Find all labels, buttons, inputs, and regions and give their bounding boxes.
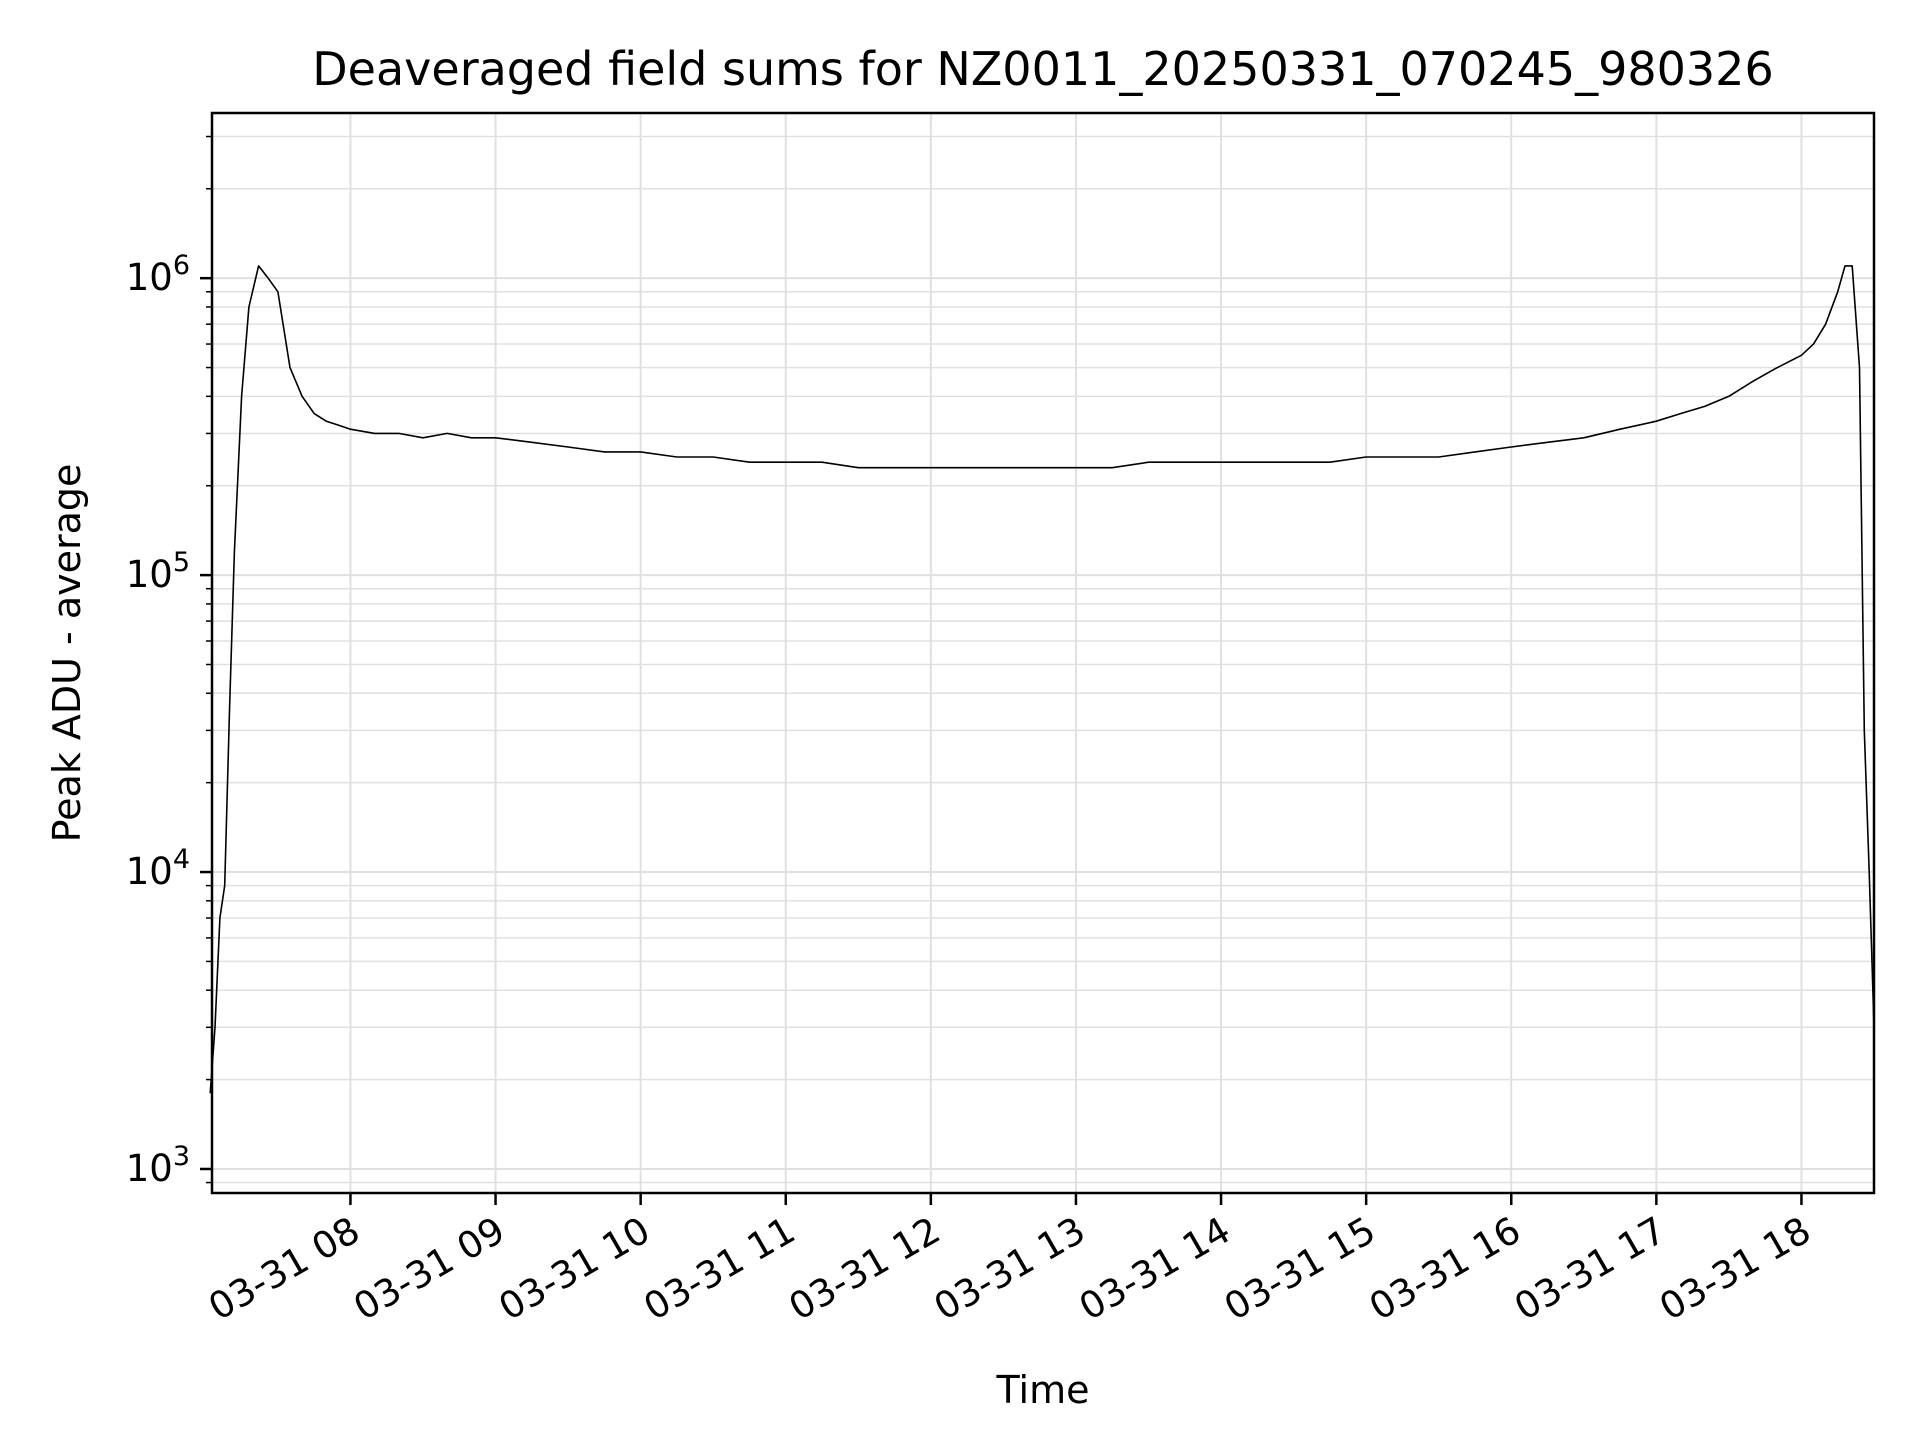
y-tick-label: 103 [126, 1141, 190, 1190]
y-tick-label: 104 [126, 844, 190, 893]
y-tick-exponent: 6 [173, 250, 190, 281]
x-axis-label: Time [996, 1368, 1090, 1412]
y-tick-base: 10 [126, 850, 173, 893]
grid [212, 113, 1874, 1193]
y-tick-base: 10 [126, 256, 173, 299]
chart-title: Deaveraged field sums for NZ0011_2025033… [312, 42, 1773, 96]
y-axis-label: Peak ADU - average [45, 464, 89, 843]
y-tick-exponent: 5 [173, 547, 190, 578]
plot-frame [210, 111, 1876, 1195]
series-line [209, 265, 1875, 1094]
y-tick-label: 106 [126, 250, 190, 299]
y-tick-base: 10 [126, 1147, 173, 1190]
y-tick-base: 10 [126, 553, 173, 596]
y-tick-label: 105 [126, 547, 190, 596]
series-layer [209, 265, 1875, 1094]
y-tick-exponent: 3 [173, 1141, 190, 1172]
y-tick-exponent: 4 [173, 844, 190, 875]
